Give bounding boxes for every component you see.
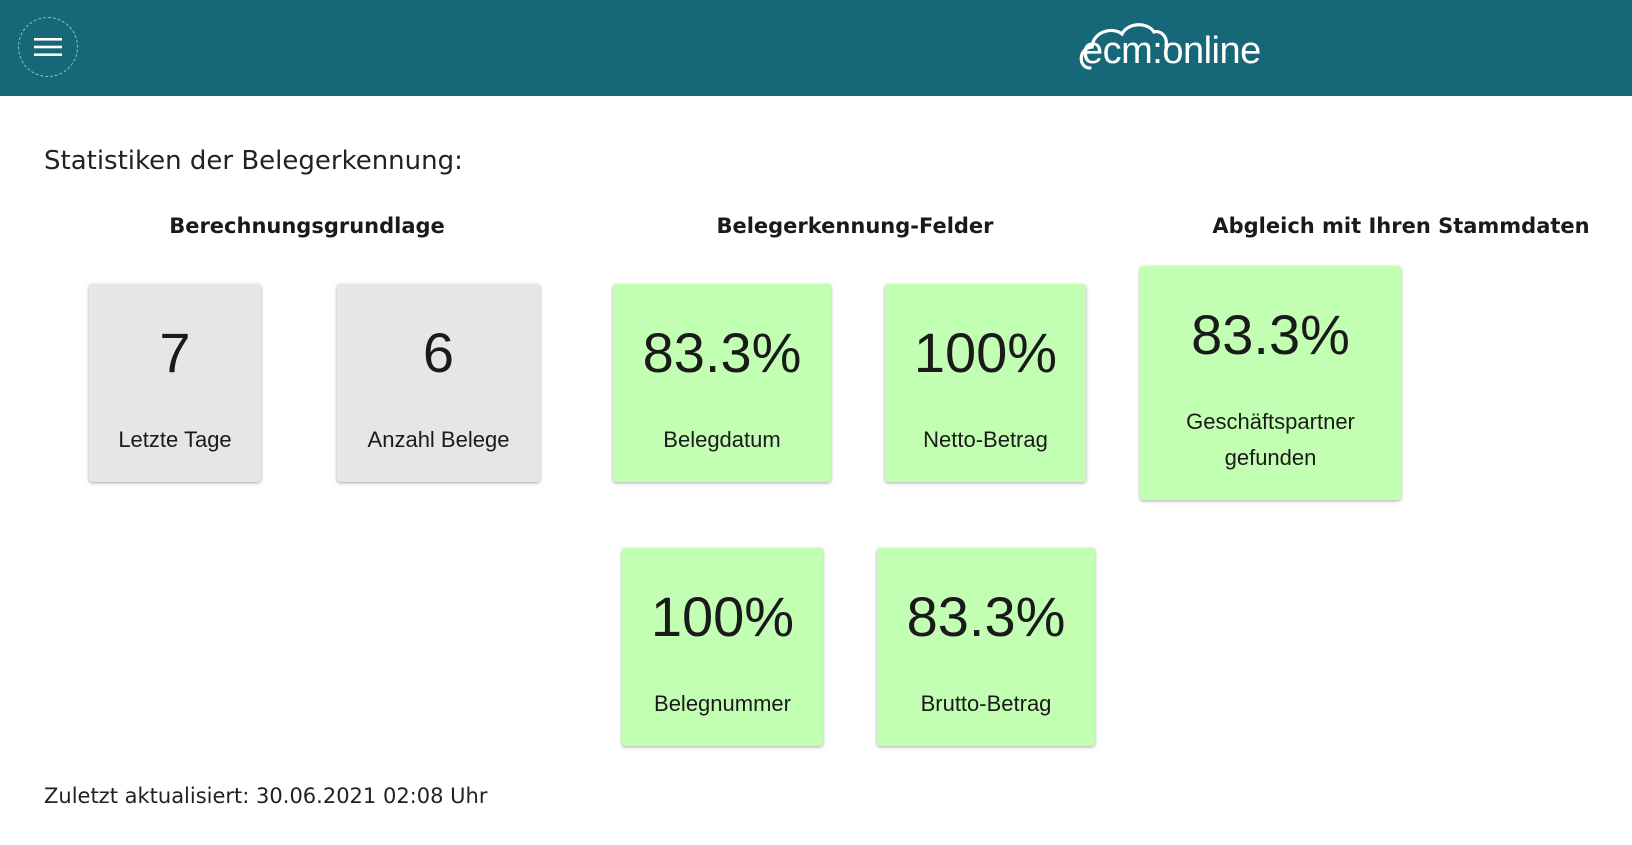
section-heading-fields: Belegerkennung-Felder	[716, 214, 994, 238]
page-title: Statistiken der Belegerkennung:	[44, 146, 463, 176]
stat-value: 7	[159, 321, 191, 384]
stat-card-geschaeftspartner: 83.3% Geschäftspartner gefunden	[1140, 266, 1401, 500]
app-header: ecm:online	[0, 0, 1632, 96]
stat-value: 100%	[913, 321, 1058, 384]
stat-label: Netto-Betrag	[923, 427, 1048, 452]
stat-label: Anzahl Belege	[367, 427, 510, 452]
ecm-online-logo[interactable]: ecm:online	[1076, 18, 1276, 80]
stat-card-belegdatum: 83.3% Belegdatum	[613, 284, 831, 482]
stat-card-netto-betrag: 100% Netto-Betrag	[885, 284, 1086, 482]
stat-card-anzahl-belege: 6 Anzahl Belege	[337, 284, 540, 482]
stat-label: Belegnummer	[654, 691, 791, 716]
stat-label-line2: gefunden	[1224, 445, 1317, 470]
logo-text: ecm:online	[1082, 30, 1261, 72]
stat-value: 100%	[650, 585, 795, 648]
stat-value: 6	[422, 321, 455, 384]
stat-value: 83.3%	[906, 585, 1066, 648]
stat-label-line1: Geschäftspartner	[1186, 409, 1355, 434]
stat-value: 83.3%	[642, 321, 802, 384]
stat-label: Letzte Tage	[118, 427, 232, 452]
section-heading-basis: Berechnungsgrundlage	[169, 214, 445, 238]
cloud-icon	[1079, 23, 1168, 70]
stat-label: Brutto-Betrag	[920, 691, 1052, 716]
stat-card-letzte-tage: 7 Letzte Tage	[89, 284, 261, 482]
hamburger-menu-icon	[34, 38, 62, 56]
stat-label: Belegdatum	[663, 427, 781, 452]
last-updated-text: Zuletzt aktualisiert: 30.06.2021 02:08 U…	[44, 784, 488, 808]
stat-card-brutto-betrag: 83.3% Brutto-Betrag	[877, 548, 1095, 746]
stat-value: 83.3%	[1191, 303, 1350, 366]
menu-button[interactable]	[18, 17, 78, 77]
stat-card-belegnummer: 100% Belegnummer	[622, 548, 823, 746]
section-heading-masterdata: Abgleich mit Ihren Stammdaten	[1212, 214, 1590, 238]
